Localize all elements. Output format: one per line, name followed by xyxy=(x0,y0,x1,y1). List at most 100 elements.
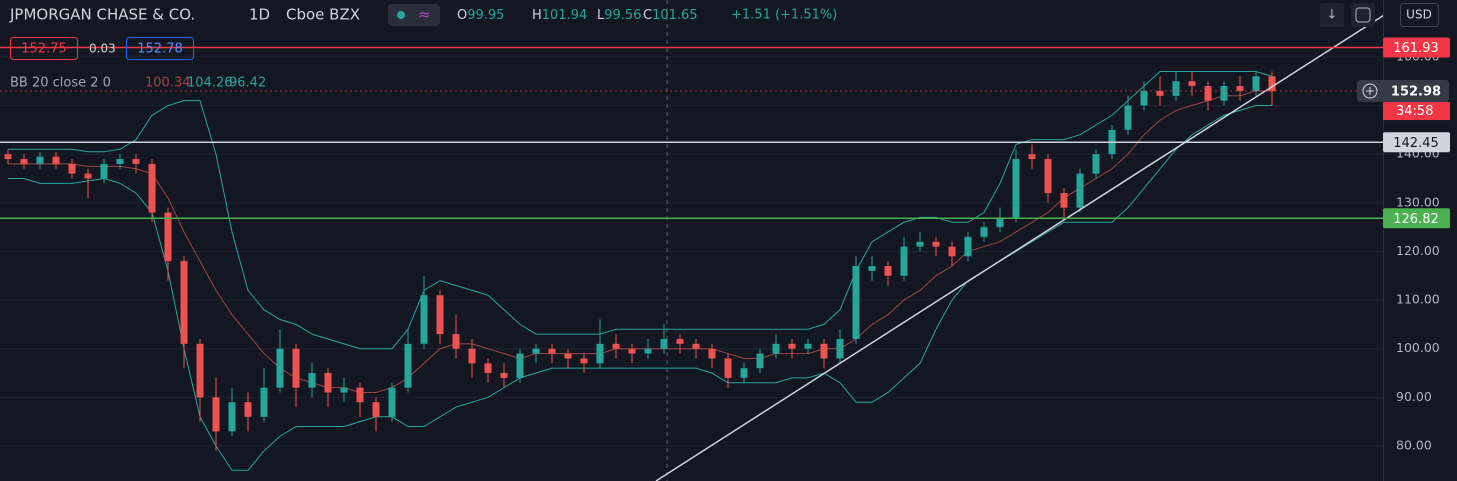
level-label-box xyxy=(1383,37,1450,58)
candle-body xyxy=(164,212,172,262)
indicator-label: BB 20 close 2 0 xyxy=(10,76,111,91)
ohlc-key: L xyxy=(597,8,605,23)
indicator-readout: 104.26 xyxy=(187,76,233,91)
candle-body xyxy=(212,397,220,432)
candle-body xyxy=(948,246,956,257)
last-price-label: 152.98 xyxy=(1391,85,1441,100)
candle-body xyxy=(324,373,332,393)
candle-body xyxy=(1236,86,1244,91)
y-tick-label: 120.00 xyxy=(1396,243,1440,258)
ohlc-low: L99.56 xyxy=(597,8,641,23)
currency-button[interactable] xyxy=(1400,3,1439,27)
last-price-plus xyxy=(1357,80,1449,103)
candle-body xyxy=(244,402,252,417)
candle-body xyxy=(52,156,60,164)
ohlc-value: 99.95 xyxy=(467,8,504,23)
status-pill[interactable] xyxy=(388,4,440,26)
sell-price: 152.75 xyxy=(21,42,67,57)
y-tick-label: 130.00 xyxy=(1396,194,1440,209)
candle-body xyxy=(436,295,444,335)
candle-body xyxy=(148,163,156,213)
plus-icon xyxy=(1362,83,1378,99)
level-label: 126.82 xyxy=(1393,212,1439,227)
candle-body xyxy=(1076,173,1084,208)
candle-body xyxy=(116,159,124,164)
candle-body xyxy=(628,348,636,354)
sell-button[interactable] xyxy=(10,37,78,60)
level-label: 161.93 xyxy=(1393,41,1439,56)
ohlc-key: C xyxy=(643,8,652,23)
candle-body xyxy=(1188,81,1196,87)
buy-button[interactable] xyxy=(126,37,194,60)
ohlc-value: 101.65 xyxy=(652,8,698,23)
y-tick-label: 110.00 xyxy=(1396,292,1440,307)
buy-price: 152.78 xyxy=(137,42,183,57)
ohlc-value: 101.94 xyxy=(542,8,588,23)
candle-body xyxy=(820,343,828,359)
candle-body xyxy=(388,387,396,417)
candle-body xyxy=(724,358,732,378)
candle-body xyxy=(564,353,572,359)
candle-body xyxy=(1044,159,1052,194)
candle-body xyxy=(900,246,908,276)
candle-body xyxy=(84,173,92,179)
scroll-icon: ↓ xyxy=(1327,8,1338,23)
scroll-button[interactable] xyxy=(1320,3,1344,27)
candle-body xyxy=(868,266,876,271)
reset-button[interactable] xyxy=(1351,3,1375,27)
candle-body xyxy=(196,343,204,398)
candle-body xyxy=(996,217,1004,228)
candle-body xyxy=(68,163,76,174)
candle-body xyxy=(404,343,412,388)
interval: 1D xyxy=(249,6,270,24)
candle-body xyxy=(420,295,428,344)
exchange: Cboe BZX xyxy=(286,6,360,24)
candle-body xyxy=(1268,76,1276,92)
reset-icon xyxy=(1355,7,1371,23)
candle-body xyxy=(1028,154,1036,160)
candle-body xyxy=(788,343,796,349)
candle-body xyxy=(228,402,236,432)
ohlc-high: H101.94 xyxy=(532,8,587,23)
candle-body xyxy=(932,241,940,247)
candle-body xyxy=(372,402,380,417)
ohlc-key: H xyxy=(532,8,542,23)
candle-body xyxy=(1092,154,1100,174)
candle-body xyxy=(708,348,716,359)
candle-body xyxy=(884,266,892,276)
status-dot xyxy=(397,11,405,19)
ohlc-key: O xyxy=(457,8,467,23)
indicator-readout: 96.42 xyxy=(229,76,266,91)
candle-body xyxy=(132,159,140,164)
candle-body xyxy=(740,368,748,378)
candle-body xyxy=(1220,86,1228,101)
candle-body xyxy=(692,343,700,349)
candle-body xyxy=(516,353,524,378)
candle-body xyxy=(1252,76,1260,91)
y-tick-label: 80.00 xyxy=(1396,437,1432,452)
candle-body xyxy=(308,373,316,388)
countdown-label: 34:58 xyxy=(1396,104,1433,119)
candle-body xyxy=(1156,90,1164,96)
candle-body xyxy=(340,387,348,393)
status-icon: ≈ xyxy=(418,6,431,24)
level-label: 142.45 xyxy=(1393,136,1439,151)
candle-body xyxy=(4,154,12,160)
candle-body xyxy=(548,348,556,354)
indicator-line xyxy=(8,70,1273,350)
candle-body xyxy=(260,387,268,417)
candle-body xyxy=(1140,90,1148,106)
candle-body xyxy=(916,241,924,247)
level-label-box xyxy=(1383,208,1450,229)
candle-body xyxy=(100,163,108,179)
y-tick-label: 90.00 xyxy=(1396,389,1432,404)
candle-body xyxy=(644,348,652,354)
indicator-readout: 100.34 xyxy=(145,76,191,91)
indicator-line xyxy=(8,105,1272,471)
candle-body xyxy=(660,338,668,349)
candle-body xyxy=(452,334,460,349)
candle-body xyxy=(180,261,188,344)
level-label-box xyxy=(1383,132,1450,153)
candle-body xyxy=(836,338,844,359)
